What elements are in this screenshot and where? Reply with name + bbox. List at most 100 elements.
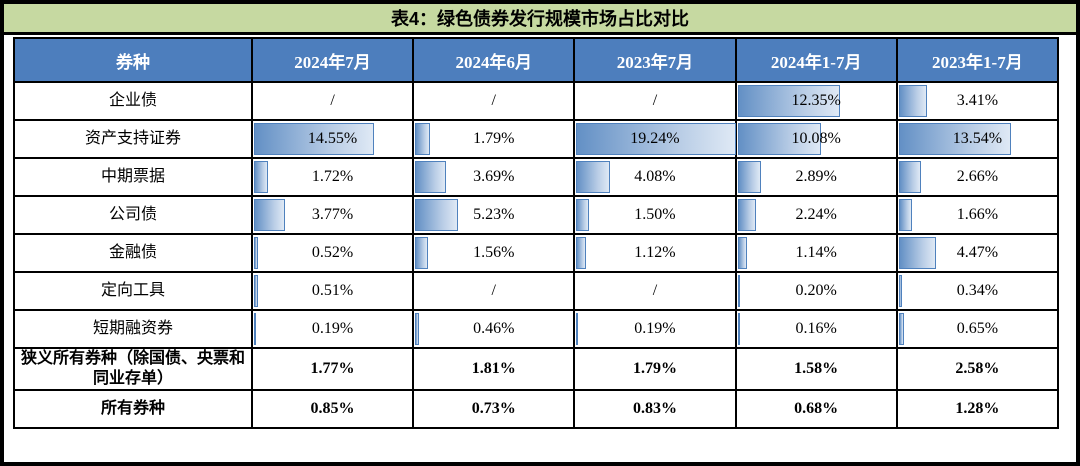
row-label: 短期融资券: [13, 309, 253, 349]
data-cell: 1.77%: [250, 347, 415, 391]
cell-value: 0.65%: [956, 320, 999, 337]
row-label: 定向工具: [13, 271, 253, 311]
data-cell: 1.58%: [734, 347, 898, 391]
data-cell: 1.79%: [412, 119, 576, 159]
table-row: 公司债 3.77% 5.23% 1.50% 2.24% 1.66%: [13, 195, 1060, 235]
data-cell: 0.65%: [895, 309, 1060, 349]
row-label: 金融债: [13, 233, 253, 273]
data-cell: 2.89%: [734, 157, 898, 197]
data-cell: 1.14%: [734, 233, 898, 273]
table-row: 中期票据 1.72% 3.69% 4.08% 2.89% 2.66%: [13, 157, 1060, 197]
data-cell: 14.55%: [250, 119, 415, 159]
data-cell: /: [412, 271, 576, 311]
data-cell: 0.16%: [734, 309, 898, 349]
cell-value: 1.58%: [794, 360, 839, 377]
column-header-period: 2024年7月: [250, 37, 415, 83]
cell-value: 1.79%: [473, 130, 515, 147]
data-bar: [737, 85, 840, 117]
table-wrap: 券种 2024年7月 2024年6月 2023年7月 2024年1-7月 2023年1-7…: [4, 35, 1076, 462]
cell-value: 5.23%: [473, 206, 515, 223]
cell-value: /: [491, 92, 496, 109]
cell-value: 0.34%: [956, 282, 999, 299]
cell-value: 3.77%: [311, 206, 354, 223]
data-cell: 0.20%: [734, 271, 898, 311]
data-cell: 0.51%: [250, 271, 415, 311]
cell-value: 13.54%: [952, 130, 1003, 147]
header-row: 券种 2024年7月 2024年6月 2023年7月 2024年1-7月 2023年1-7…: [13, 37, 1060, 83]
cell-value: 1.56%: [473, 244, 515, 261]
data-bar: [253, 199, 286, 231]
data-bar: [737, 199, 757, 231]
data-cell: /: [250, 81, 415, 121]
data-bar: [737, 313, 740, 345]
table-row: 狭义所有券种（除国债、央票和同业存单） 1.77% 1.81% 1.79% 1.58% 2…: [13, 347, 1060, 391]
table-body: 企业债 / / / 12.35% 3.41% 资产支持证券 14.55% 1.79% 19.24%…: [13, 81, 1060, 429]
data-bar: [576, 237, 586, 269]
data-bar: [576, 123, 736, 155]
row-label: 所有券种: [13, 389, 253, 429]
data-cell: 3.69%: [412, 157, 576, 197]
data-cell: 1.28%: [895, 389, 1060, 429]
data-bar: [737, 275, 740, 307]
cell-value: 12.35%: [791, 92, 841, 109]
data-bar: [898, 199, 913, 231]
data-bar: [415, 123, 430, 155]
cell-value: /: [491, 282, 496, 299]
cell-value: 0.85%: [310, 400, 355, 417]
table-row: 短期融资券 0.19% 0.46% 0.19% 0.16% 0.65%: [13, 309, 1060, 349]
cell-value: 0.19%: [634, 320, 676, 337]
data-bar: [737, 237, 747, 269]
row-label: 企业债: [13, 81, 253, 121]
data-bar: [415, 237, 429, 269]
data-cell: 19.24%: [573, 119, 737, 159]
cell-value: 1.72%: [311, 168, 354, 185]
row-label: 公司债: [13, 195, 253, 235]
cell-value: 3.69%: [473, 168, 515, 185]
cell-value: 4.47%: [956, 244, 999, 261]
data-cell: 0.46%: [412, 309, 576, 349]
table-row: 所有券种 0.85% 0.73% 0.83% 0.68% 1.28%: [13, 389, 1060, 429]
table-row: 企业债 / / / 12.35% 3.41%: [13, 81, 1060, 121]
cell-value: 0.20%: [795, 282, 837, 299]
table-row: 金融债 0.52% 1.56% 1.12% 1.14% 4.47%: [13, 233, 1060, 273]
data-cell: 1.79%: [573, 347, 737, 391]
data-cell: 1.56%: [412, 233, 576, 273]
data-cell: 1.66%: [895, 195, 1060, 235]
cell-value: 1.79%: [632, 360, 677, 377]
cell-value: 2.89%: [795, 168, 837, 185]
cell-value: 4.08%: [634, 168, 676, 185]
data-bar: [253, 275, 259, 307]
data-cell: /: [573, 81, 737, 121]
data-cell: /: [412, 81, 576, 121]
data-bar: [415, 313, 419, 345]
cell-value: 2.24%: [795, 206, 837, 223]
data-bar: [576, 313, 579, 345]
cell-value: 1.77%: [310, 360, 355, 377]
data-cell: 0.19%: [573, 309, 737, 349]
data-cell: 4.08%: [573, 157, 737, 197]
cell-value: 19.24%: [630, 130, 680, 147]
data-cell: 0.34%: [895, 271, 1060, 311]
data-cell: 2.24%: [734, 195, 898, 235]
data-cell: 0.68%: [734, 389, 898, 429]
data-cell: 1.50%: [573, 195, 737, 235]
data-bar: [737, 123, 821, 155]
data-cell: 1.72%: [250, 157, 415, 197]
data-bar: [898, 313, 905, 345]
cell-value: 10.08%: [791, 130, 841, 147]
data-cell: 0.83%: [573, 389, 737, 429]
cell-value: 0.46%: [473, 320, 515, 337]
data-cell: 3.77%: [250, 195, 415, 235]
data-bar: [576, 161, 611, 193]
cell-value: /: [330, 92, 335, 109]
data-cell: 0.85%: [250, 389, 415, 429]
cell-value: 0.68%: [794, 400, 839, 417]
table-header: 券种 2024年7月 2024年6月 2023年7月 2024年1-7月 2023年1-7…: [13, 37, 1060, 83]
column-header-period: 2024年1-7月: [734, 37, 898, 83]
data-cell: 13.54%: [895, 119, 1060, 159]
row-label: 中期票据: [13, 157, 253, 197]
cell-value: 0.73%: [471, 400, 516, 417]
cell-value: 14.55%: [307, 130, 358, 147]
cell-value: 1.28%: [955, 400, 1000, 417]
